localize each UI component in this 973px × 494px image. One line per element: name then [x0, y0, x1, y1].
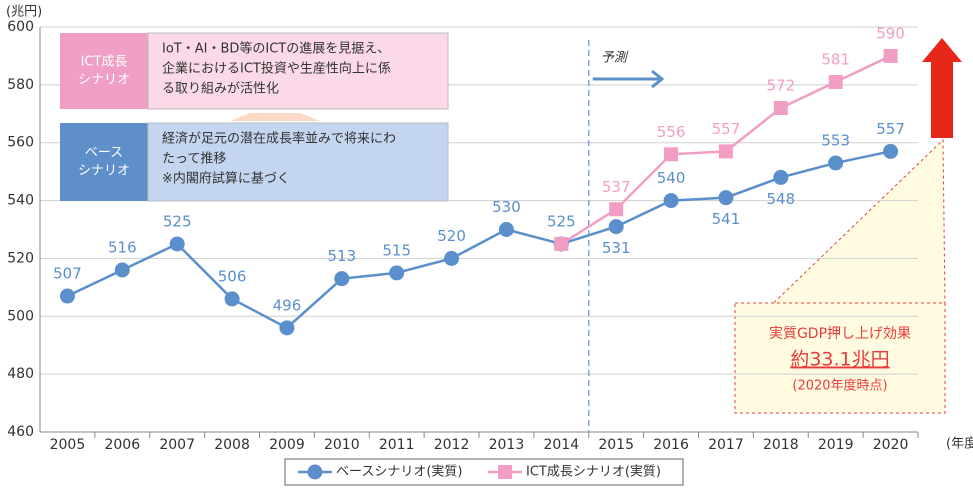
- marker: [279, 320, 295, 336]
- data-label: 581: [821, 50, 850, 68]
- y-tick-label: 480: [7, 366, 34, 382]
- scenario-label-bg: [60, 123, 148, 201]
- scenario-text: IoT・AI・BD等のICTの進展を見据え、: [162, 41, 390, 57]
- marker: [608, 219, 624, 235]
- data-label: 557: [876, 120, 905, 138]
- series-line: [66, 150, 891, 330]
- x-tick-label: 2010: [324, 437, 360, 453]
- x-tick-label: 2015: [598, 437, 634, 453]
- x-tick-label: 2014: [543, 437, 579, 453]
- data-label: 557: [712, 120, 741, 138]
- legend-label: ICT成長シナリオ(実質): [526, 464, 661, 480]
- data-label: 530: [492, 198, 521, 216]
- marker: [828, 74, 843, 89]
- x-tick-label: 2013: [489, 437, 525, 453]
- effect-note: (2020年度時点): [792, 378, 887, 394]
- marker: [554, 236, 569, 251]
- marker: [663, 193, 679, 209]
- y-tick-label: 540: [7, 193, 34, 209]
- x-tick-label: 2007: [159, 437, 195, 453]
- scenario-label: シナリオ: [78, 164, 130, 179]
- x-tick-label: 2006: [104, 437, 140, 453]
- marker: [883, 143, 899, 159]
- y-tick-label: 560: [7, 135, 34, 151]
- x-tick-label: 2009: [269, 437, 305, 453]
- y-tick-label: 460: [7, 424, 34, 440]
- marker: [114, 262, 130, 278]
- scenario-text: 企業におけるICT投資や生産性向上に係: [162, 61, 391, 77]
- y-tick-label: 520: [7, 250, 34, 266]
- effect-title: 実質GDP押し上げ効果: [769, 326, 911, 342]
- effect-box-fill: [736, 304, 944, 412]
- data-label: 590: [876, 24, 905, 42]
- legend-marker: [498, 465, 512, 479]
- scenario-label-bg: [60, 33, 148, 109]
- x-tick-label: 2017: [708, 437, 744, 453]
- data-label: 531: [602, 239, 631, 257]
- data-label: 553: [821, 131, 850, 149]
- data-label: 513: [327, 247, 356, 265]
- scenario-text: たって推移: [162, 152, 226, 167]
- marker: [773, 169, 789, 185]
- data-label: 525: [547, 212, 576, 230]
- data-label: 520: [437, 227, 466, 245]
- data-label: 541: [712, 210, 741, 228]
- data-label: 516: [108, 239, 137, 257]
- scenario-text: 経済が足元の潜在成長率並みで将来にわ: [162, 131, 396, 147]
- marker: [773, 101, 788, 115]
- data-label: 506: [218, 267, 247, 285]
- x-tick-label: 2012: [434, 437, 470, 453]
- marker: [718, 144, 733, 159]
- x-unit: (年度): [946, 436, 973, 452]
- data-label: 496: [273, 296, 302, 314]
- x-tick-label: 2020: [873, 437, 909, 453]
- up-arrow: [922, 38, 962, 138]
- data-label: 556: [657, 123, 686, 141]
- marker: [609, 202, 624, 217]
- x-tick-label: 2005: [50, 437, 86, 453]
- forecast-label: 予測: [601, 51, 629, 66]
- scenario-text-bg: [147, 122, 449, 202]
- scenario-text-bg: [147, 32, 449, 110]
- box-connector: [230, 113, 320, 121]
- data-label: 540: [657, 169, 686, 187]
- y-unit: (兆円): [6, 5, 42, 20]
- marker: [334, 271, 350, 287]
- data-label: 525: [163, 212, 192, 230]
- data-label: 548: [766, 190, 795, 208]
- x-tick-label: 2018: [763, 437, 799, 453]
- scenario-text: る取り組みが活性化: [162, 82, 279, 97]
- data-label: 515: [382, 241, 411, 259]
- marker: [828, 155, 844, 171]
- forecast-arrow-head: [651, 69, 665, 89]
- scenario-label: シナリオ: [78, 73, 130, 88]
- scenario-text: ※内閣府試算に基づく: [162, 171, 290, 187]
- legend-box: [284, 458, 684, 486]
- marker: [389, 265, 405, 281]
- y-tick-label: 600: [7, 19, 34, 35]
- marker: [883, 48, 898, 63]
- x-tick-label: 2016: [653, 437, 689, 453]
- data-label: 537: [602, 178, 631, 196]
- legend-label: ベースシナリオ(実質): [336, 464, 463, 480]
- marker: [224, 291, 240, 307]
- x-tick-label: 2011: [379, 437, 415, 453]
- effect-amount: 約33.1兆円: [790, 349, 889, 371]
- legend-marker: [307, 464, 323, 480]
- marker: [444, 250, 460, 266]
- x-tick-label: 2008: [214, 437, 250, 453]
- scenario-label: ベース: [85, 146, 123, 161]
- marker: [664, 147, 679, 162]
- y-tick-label: 500: [7, 308, 34, 324]
- marker: [59, 288, 75, 304]
- scenario-label: ICT成長: [81, 55, 128, 70]
- x-tick-label: 2019: [818, 437, 854, 453]
- marker: [169, 236, 185, 252]
- data-label: 507: [53, 265, 82, 283]
- y-tick-label: 580: [7, 77, 34, 93]
- data-label: 572: [766, 77, 795, 95]
- marker: [718, 190, 734, 206]
- marker: [498, 222, 514, 237]
